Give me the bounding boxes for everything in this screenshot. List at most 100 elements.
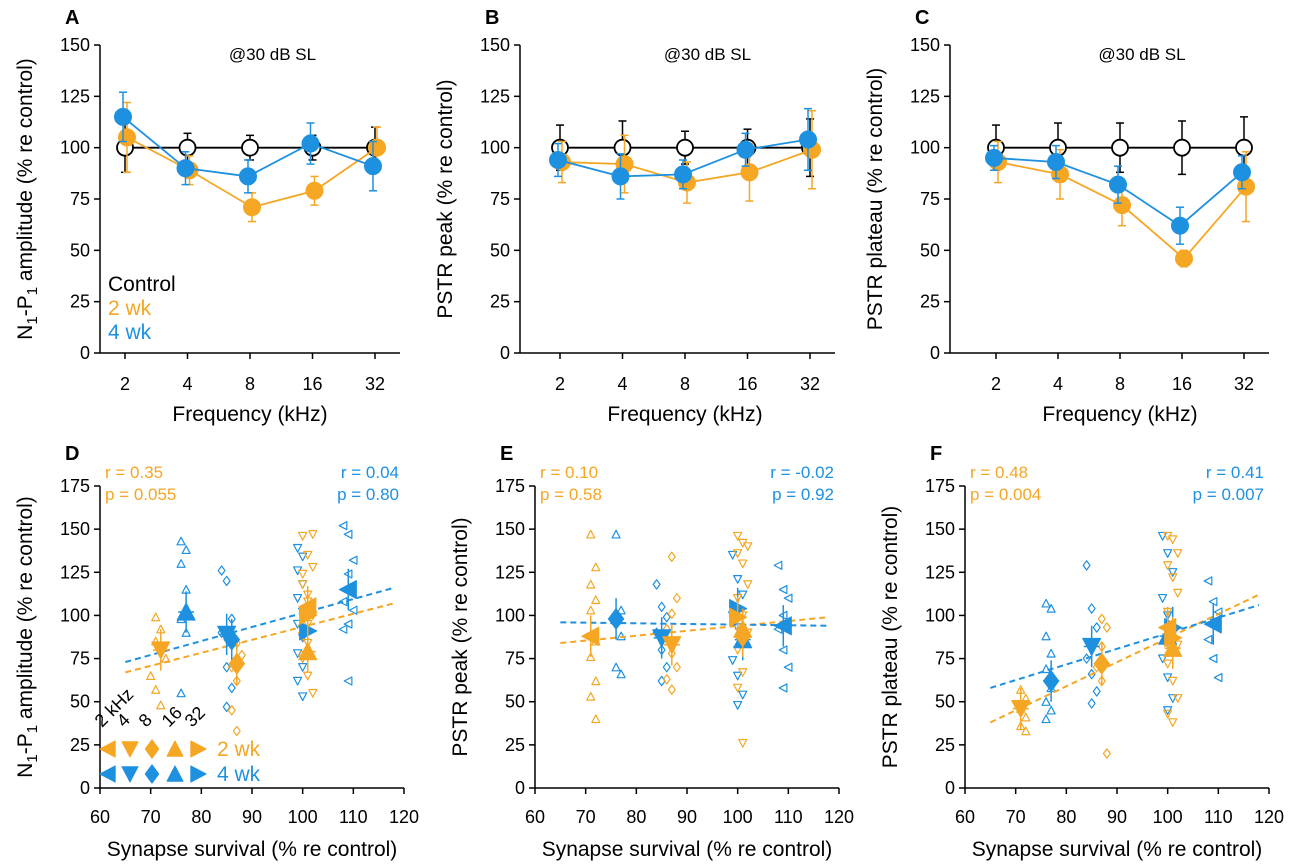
raw-point-4wk (728, 656, 738, 665)
raw-point-2wk (298, 569, 308, 579)
data-point (243, 198, 261, 217)
mean-point-4wk (1042, 670, 1060, 692)
mean-point-2wk (299, 605, 318, 625)
raw-point-2wk (1097, 613, 1106, 625)
y-tick-label: 100 (925, 605, 955, 625)
x-tick-label: 100 (1153, 807, 1183, 827)
data-point (985, 148, 1003, 167)
data-point (549, 150, 567, 169)
legend-marker-2wk (121, 741, 139, 758)
data-point (674, 165, 692, 184)
x-tick-label: 100 (288, 807, 318, 827)
y-tick-label: 50 (70, 692, 90, 712)
raw-point-4wk (222, 701, 231, 713)
data-point (1113, 196, 1131, 215)
annotation: @30 dB SL (664, 45, 751, 64)
raw-point-4wk (616, 631, 626, 641)
raw-point-4wk (176, 536, 186, 546)
y-tick-label: 125 (60, 562, 90, 582)
data-point (736, 140, 755, 159)
data-point (114, 107, 132, 126)
raw-point-2wk (308, 562, 318, 572)
x-tick-label: 70 (1006, 807, 1026, 827)
x-tick-label: 16 (737, 374, 757, 394)
raw-point-2wk (232, 675, 241, 687)
y-tick-label: 25 (920, 292, 940, 312)
raw-point-4wk (222, 575, 231, 587)
data-point (1173, 138, 1191, 157)
stat-p-4wk: p = 0.92 (772, 485, 834, 504)
raw-point-4wk (217, 565, 226, 576)
panel-label: D (65, 443, 79, 465)
y-tick-label: 25 (505, 735, 525, 755)
raw-point-2wk (1163, 659, 1173, 669)
raw-point-2wk (591, 714, 601, 724)
y-axis-label-part: -P (14, 295, 37, 316)
panel-D: 0 25 50 75 100 125 150 175 60 70 80 90 100 110 120 Syna… (14, 443, 419, 861)
raw-point-4wk (1092, 622, 1101, 633)
x-axis-label: Frequency (kHz) (1042, 403, 1197, 426)
raw-point-4wk (773, 560, 783, 570)
raw-point-2wk (667, 608, 676, 619)
raw-point-2wk (738, 559, 748, 569)
raw-point-4wk (1041, 631, 1051, 641)
y-tick-label: 50 (935, 692, 955, 712)
legend-entry: Control (108, 273, 176, 296)
y-tick-label: 125 (925, 562, 955, 582)
raw-point-2wk (1168, 573, 1178, 583)
raw-point-2wk (308, 688, 318, 698)
legend-marker-2wk (99, 740, 116, 758)
y-tick-label: 75 (70, 649, 90, 669)
legend-marker-4wk (99, 765, 116, 783)
raw-point-4wk (298, 552, 308, 562)
raw-point-4wk (1163, 549, 1173, 558)
mean-point-2wk (298, 642, 318, 661)
raw-point-4wk (783, 593, 793, 603)
x-tick-label: 80 (1056, 807, 1076, 827)
raw-point-4wk (348, 605, 358, 615)
y-tick-label: 50 (920, 240, 940, 260)
stat-p-2wk: p = 0.58 (540, 485, 602, 504)
mean-point-4wk (1203, 614, 1222, 634)
raw-point-4wk (338, 521, 348, 531)
data-point (1047, 153, 1065, 172)
raw-point-4wk (1168, 694, 1178, 703)
legend-freq-label: 32 (181, 703, 209, 731)
raw-point-2wk (667, 551, 676, 562)
raw-point-4wk (298, 692, 308, 702)
raw-point-2wk (586, 652, 596, 662)
raw-point-4wk (783, 662, 793, 672)
raw-point-2wk (227, 705, 236, 716)
x-axis-label: Frequency (kHz) (607, 403, 762, 426)
x-tick-label: 70 (141, 807, 161, 827)
raw-point-4wk (733, 574, 743, 584)
raw-point-4wk (343, 619, 353, 629)
legend-marker-4wk (166, 765, 184, 782)
x-tick-label: 32 (800, 374, 820, 394)
raw-point-2wk (1163, 561, 1173, 570)
raw-point-4wk (1158, 654, 1168, 664)
stat-r-2wk: r = 0.10 (540, 463, 598, 482)
raw-point-4wk (181, 628, 191, 637)
y-tick-label: 125 (60, 86, 90, 106)
x-tick-label: 70 (576, 807, 596, 827)
stat-r-4wk: r = 0.04 (341, 463, 399, 482)
trend-line-2wk (125, 602, 395, 674)
legend-group-2wk: 2 wk (217, 738, 261, 761)
mean-point-2wk (1093, 652, 1110, 675)
y-tick-label: 150 (60, 519, 90, 539)
raw-point-2wk (298, 531, 308, 541)
data-point (1233, 163, 1251, 182)
mean-point-4wk (338, 580, 357, 600)
y-tick-label: 75 (920, 189, 940, 209)
raw-point-2wk (1168, 535, 1178, 545)
raw-point-4wk (611, 529, 621, 539)
raw-point-2wk (591, 562, 601, 572)
y-tick-label: 0 (515, 778, 525, 798)
y-tick-label: 0 (500, 343, 510, 363)
y-tick-label: 25 (490, 292, 510, 312)
raw-point-4wk (1041, 697, 1051, 706)
raw-point-4wk (293, 593, 303, 603)
raw-point-2wk (743, 542, 753, 551)
raw-point-4wk (227, 682, 236, 694)
